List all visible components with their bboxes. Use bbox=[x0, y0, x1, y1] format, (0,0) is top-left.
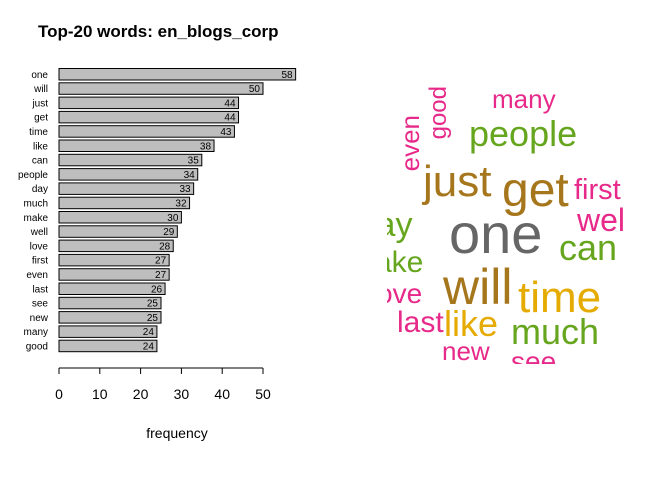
category-label-new: new bbox=[30, 313, 49, 324]
x-tick-label-50: 50 bbox=[255, 386, 271, 402]
cloud-word-much: much bbox=[511, 311, 600, 352]
category-label-can: can bbox=[32, 156, 48, 167]
bar-will bbox=[58, 82, 264, 95]
bar-people bbox=[58, 168, 199, 181]
bar-even bbox=[58, 268, 170, 281]
bar-one bbox=[58, 68, 297, 81]
bar-love bbox=[58, 239, 174, 253]
category-label-like: like bbox=[33, 141, 48, 152]
x-tick-label-0: 0 bbox=[55, 386, 63, 402]
bar-like bbox=[58, 139, 215, 152]
value-label-day: 33 bbox=[180, 184, 192, 195]
chart-title: Top-20 words: en_blogs_corp bbox=[38, 22, 279, 41]
cloud-word-new: new bbox=[442, 336, 490, 364]
category-label-just: just bbox=[31, 98, 48, 109]
bar-good bbox=[58, 339, 158, 353]
cloud-word-one: one bbox=[449, 202, 543, 265]
cloud-word-ove: ove bbox=[387, 278, 423, 309]
cloud-word-wel: wel bbox=[577, 202, 626, 238]
category-label-well: well bbox=[30, 227, 48, 238]
bar-new bbox=[58, 311, 162, 324]
cloud-word-many: many bbox=[492, 84, 556, 114]
value-label-just: 44 bbox=[224, 98, 236, 109]
bar-see bbox=[58, 296, 162, 310]
value-label-last: 26 bbox=[151, 284, 163, 295]
x-tick-label-20: 20 bbox=[133, 386, 149, 402]
cloud-word-can: can bbox=[559, 227, 618, 268]
bar-make bbox=[58, 211, 182, 224]
cloud-word-time: time bbox=[518, 273, 602, 322]
value-label-can: 35 bbox=[188, 156, 200, 167]
cloud-word-last: last bbox=[397, 306, 444, 339]
category-label-good: good bbox=[26, 341, 48, 352]
value-label-new: 25 bbox=[147, 313, 159, 324]
value-label-first: 27 bbox=[155, 256, 167, 267]
cloud-word-people: people bbox=[469, 113, 578, 154]
category-label-last: last bbox=[32, 284, 48, 295]
bars-layer: one 58 will 50 just 44 get 44 time 43 like 38 can 35 p… bbox=[18, 68, 297, 353]
x-tick-label-30: 30 bbox=[174, 386, 190, 402]
value-label-much: 32 bbox=[175, 198, 187, 209]
cloud-word-first: first bbox=[574, 174, 621, 206]
cloud-word-lay: lay bbox=[387, 206, 413, 244]
category-label-people: people bbox=[18, 170, 48, 181]
category-label-even: even bbox=[26, 270, 48, 281]
category-label-make: make bbox=[24, 213, 49, 224]
value-label-many: 24 bbox=[143, 327, 155, 338]
cloud-word-ake: ake bbox=[387, 246, 424, 279]
value-label-like: 38 bbox=[200, 141, 212, 152]
cloud-word-good: good bbox=[425, 86, 452, 140]
bar-much bbox=[58, 196, 191, 210]
category-label-many: many bbox=[24, 327, 48, 338]
x-tick-label-10: 10 bbox=[92, 386, 108, 402]
category-label-get: get bbox=[34, 113, 48, 124]
value-label-will: 50 bbox=[249, 84, 261, 95]
x-axis: 0 10 20 30 40 50 bbox=[55, 367, 271, 402]
bar-time bbox=[58, 125, 235, 138]
x-tick-label-40: 40 bbox=[214, 386, 230, 402]
category-label-see: see bbox=[32, 299, 49, 310]
category-label-day: day bbox=[32, 184, 48, 195]
category-label-will: will bbox=[33, 84, 48, 95]
value-label-love: 28 bbox=[159, 241, 171, 252]
value-label-well: 29 bbox=[163, 227, 175, 238]
bar-well bbox=[58, 225, 178, 238]
category-label-one: one bbox=[31, 70, 48, 81]
x-axis-label: frequency bbox=[146, 425, 207, 441]
word-cloud: one will time get just people much can like first… bbox=[387, 80, 627, 364]
cloud-word-even: even bbox=[395, 115, 425, 172]
value-label-one: 58 bbox=[282, 70, 294, 81]
value-label-people: 34 bbox=[184, 170, 196, 181]
cloud-word-like: like bbox=[444, 303, 499, 344]
value-label-get: 44 bbox=[224, 113, 236, 124]
cloud-word-will: will bbox=[443, 259, 513, 315]
cloud-word-just: just bbox=[423, 157, 492, 206]
bar-get bbox=[58, 110, 240, 124]
bar-last bbox=[58, 282, 166, 295]
bar-day bbox=[58, 182, 195, 195]
value-label-see: 25 bbox=[147, 299, 159, 310]
category-label-love: love bbox=[30, 241, 49, 252]
cloud-word-see: see bbox=[511, 346, 557, 365]
bar-can bbox=[58, 153, 203, 167]
bar-first bbox=[58, 253, 170, 267]
cloud-word-get: get bbox=[502, 164, 569, 217]
category-label-first: first bbox=[32, 256, 48, 267]
category-label-much: much bbox=[24, 198, 48, 209]
bar-just bbox=[58, 96, 240, 110]
value-label-time: 43 bbox=[220, 127, 232, 138]
value-label-make: 30 bbox=[167, 213, 179, 224]
bar-many bbox=[58, 325, 158, 338]
value-label-even: 27 bbox=[155, 270, 167, 281]
value-label-good: 24 bbox=[143, 341, 155, 352]
category-label-time: time bbox=[29, 127, 48, 138]
